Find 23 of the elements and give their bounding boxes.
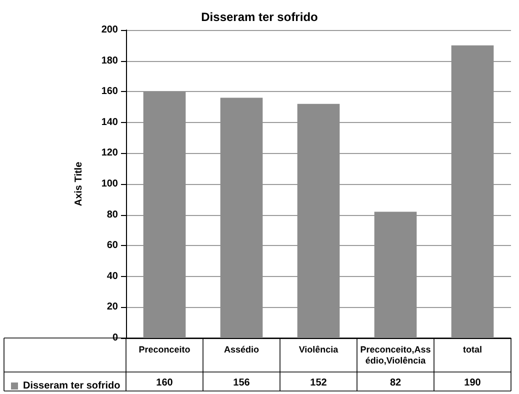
data-label: 190 bbox=[464, 378, 482, 388]
data-label: 160 bbox=[156, 378, 174, 388]
y-axis-title: Axis Title bbox=[74, 161, 84, 206]
x-tick-label: Assédio bbox=[224, 344, 260, 354]
legend-label: Disseram ter sofrido bbox=[23, 380, 120, 392]
y-tick-label: 80 bbox=[106, 209, 118, 220]
y-tick-label: 180 bbox=[101, 55, 118, 66]
y-tick-label: 200 bbox=[101, 24, 118, 36]
data-label: 156 bbox=[233, 378, 250, 388]
y-tick-label: 160 bbox=[101, 86, 118, 98]
y-tick-label: 60 bbox=[106, 240, 118, 252]
data-label: 82 bbox=[390, 378, 402, 388]
x-tick-label: Preconceito,Assédio,Violência bbox=[360, 344, 431, 366]
x-tick-label: Preconceito bbox=[138, 344, 191, 354]
x-tick-label: total bbox=[463, 344, 482, 354]
y-tick-label: 140 bbox=[101, 116, 118, 128]
x-tick-label: Violência bbox=[298, 344, 340, 354]
y-tick-label: 120 bbox=[101, 148, 118, 159]
y-tick-label: 100 bbox=[101, 178, 118, 190]
chart-title: Disseram ter sofrido bbox=[201, 10, 318, 24]
y-tick-label: 40 bbox=[106, 270, 118, 282]
data-label: 152 bbox=[310, 378, 328, 388]
y-tick-label: 20 bbox=[106, 302, 118, 313]
